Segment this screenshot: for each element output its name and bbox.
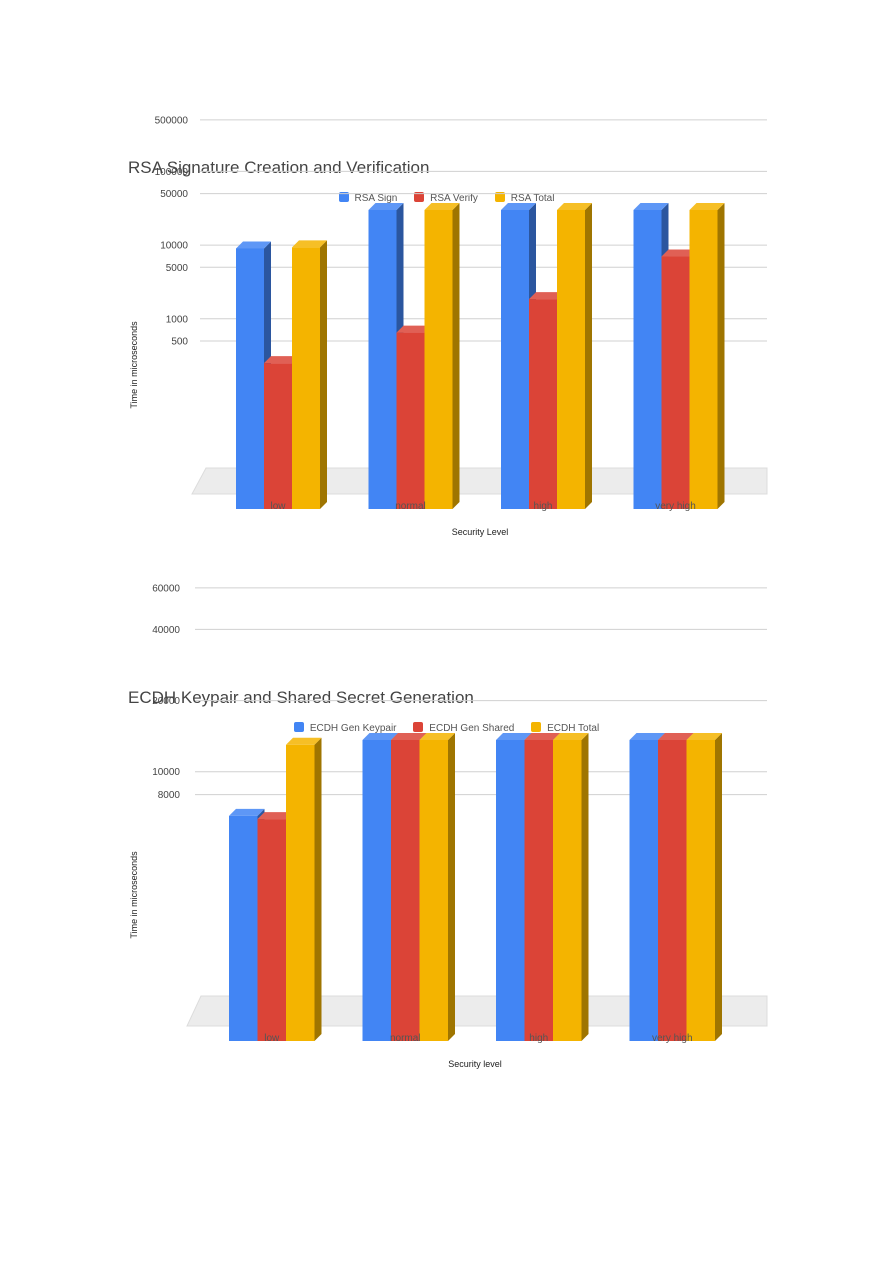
y-tick-label: 10000: [160, 241, 188, 252]
legend-item-ecdh-gen-keypair[interactable]: ECDH Gen Keypair: [293, 722, 397, 734]
y-tick-label: 500: [171, 336, 188, 347]
x-category-label: very high: [652, 1033, 693, 1044]
legend-swatch: [338, 192, 349, 202]
legend-item-rsa-verify[interactable]: RSA Verify: [414, 192, 478, 204]
bar-rsa-total-very-high[interactable]: [689, 203, 725, 509]
y-tick-label: 20000: [152, 696, 180, 707]
x-category-label: normal: [390, 1033, 421, 1044]
x-category-label: normal: [395, 501, 426, 512]
y-tick-label: 500000: [155, 115, 189, 126]
legend-item-ecdh-gen-shared[interactable]: ECDH Gen Shared: [413, 722, 514, 734]
chart-title: RSA Signature Creation and Verification: [128, 158, 430, 177]
legend-label: RSA Total: [510, 193, 555, 204]
y-tick-label: 5000: [166, 263, 189, 274]
y-axis-title: Time in microseconds: [129, 851, 139, 939]
ecdh-plot-area: Time in microseconds Security level 8000…: [129, 583, 768, 1069]
legend-label: ECDH Gen Keypair: [309, 723, 397, 734]
legend-label: RSA Sign: [354, 193, 398, 204]
legend-label: ECDH Gen Shared: [429, 723, 515, 734]
y-tick-label: 1000: [166, 314, 189, 325]
bar-ecdh-total-low[interactable]: [286, 737, 322, 1041]
y-tick-label: 8000: [158, 790, 181, 801]
y-tick-label: 40000: [152, 625, 180, 636]
chart-legend: ECDH Gen Keypair ECDH Gen Shared ECDH To…: [0, 722, 893, 734]
legend-swatch: [531, 722, 542, 732]
bar-ecdh-total-normal[interactable]: [419, 733, 456, 1041]
x-category-label: low: [264, 1033, 280, 1044]
legend-swatch: [293, 722, 304, 732]
x-axis-title: Security level: [448, 1059, 502, 1069]
legend-swatch: [494, 192, 505, 202]
legend-swatch: [414, 192, 425, 202]
y-tick-label: 100000: [155, 167, 189, 178]
y-tick-label: 10000: [152, 767, 180, 778]
x-category-label: very high: [655, 501, 696, 512]
y-axis-title: Time in microseconds: [129, 321, 139, 409]
x-category-label: high: [534, 501, 553, 512]
bar-rsa-sign-high[interactable]: [501, 203, 536, 509]
bar-rsa-total-high[interactable]: [557, 203, 592, 509]
x-category-label: high: [529, 1033, 548, 1044]
ecdh-chart: ECDH Keypair and Shared Secret Generatio…: [0, 583, 893, 1080]
chart-title: ECDH Keypair and Shared Secret Generatio…: [128, 688, 474, 707]
legend-label: ECDH Total: [547, 723, 600, 734]
legend-label: RSA Verify: [430, 193, 478, 204]
legend-item-rsa-total[interactable]: RSA Total: [494, 192, 555, 204]
x-category-label: low: [270, 501, 286, 512]
legend-swatch: [413, 722, 424, 732]
legend-item-ecdh-total[interactable]: ECDH Total: [531, 722, 599, 734]
legend-item-rsa-sign[interactable]: RSA Sign: [338, 192, 398, 204]
chart-legend: RSA Sign RSA Verify RSA Total: [0, 192, 893, 204]
bar-rsa-total-normal[interactable]: [424, 203, 460, 509]
bar-rsa-total-low[interactable]: [292, 240, 327, 510]
rsa-plot-area: Time in microseconds Security Level 500 1…: [129, 115, 768, 537]
x-axis-title: Security Level: [452, 527, 509, 537]
bar-ecdh-total-high[interactable]: [553, 733, 589, 1041]
y-tick-label: 60000: [152, 583, 180, 594]
bar-ecdh-total-very-high[interactable]: [686, 733, 723, 1041]
rsa-chart: RSA Signature Creation and Verification …: [0, 115, 893, 550]
y-tick-label: 50000: [160, 189, 188, 200]
